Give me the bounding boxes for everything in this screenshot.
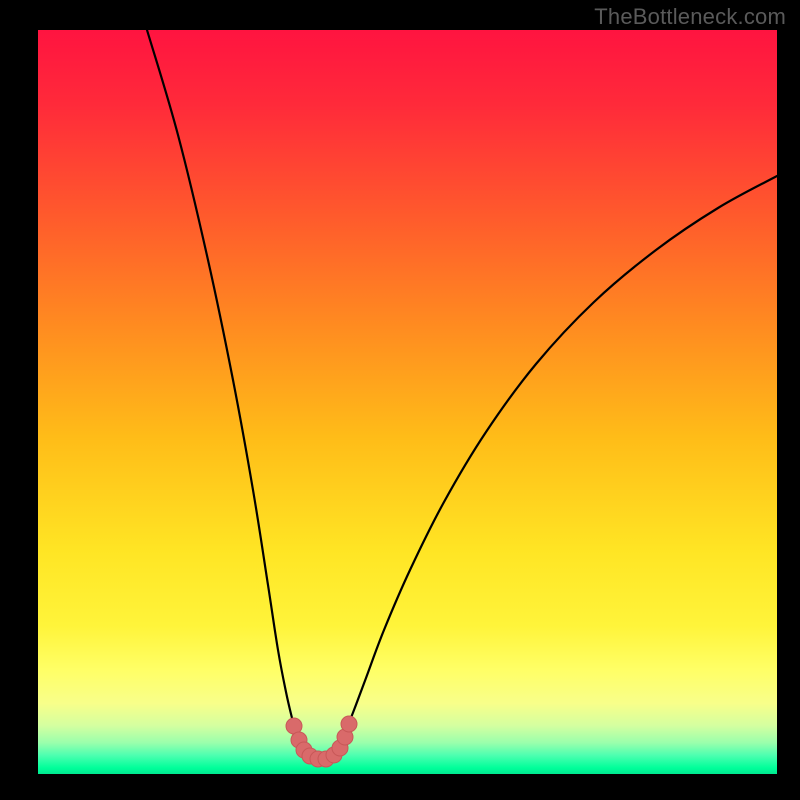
bottleneck-curve <box>38 30 777 774</box>
plot-area <box>38 30 777 774</box>
plot-frame <box>38 30 777 774</box>
valley-markers <box>286 716 357 767</box>
valley-marker-dot <box>341 716 357 732</box>
watermark-text: TheBottleneck.com <box>594 4 786 30</box>
